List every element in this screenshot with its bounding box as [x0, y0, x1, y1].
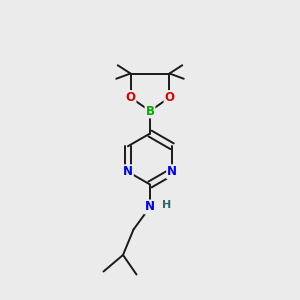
Text: N: N	[167, 165, 177, 178]
Text: N: N	[145, 200, 155, 214]
Text: N: N	[123, 165, 133, 178]
Text: B: B	[146, 104, 154, 118]
Text: O: O	[164, 91, 175, 104]
Text: O: O	[125, 91, 136, 104]
Text: H: H	[162, 200, 171, 211]
